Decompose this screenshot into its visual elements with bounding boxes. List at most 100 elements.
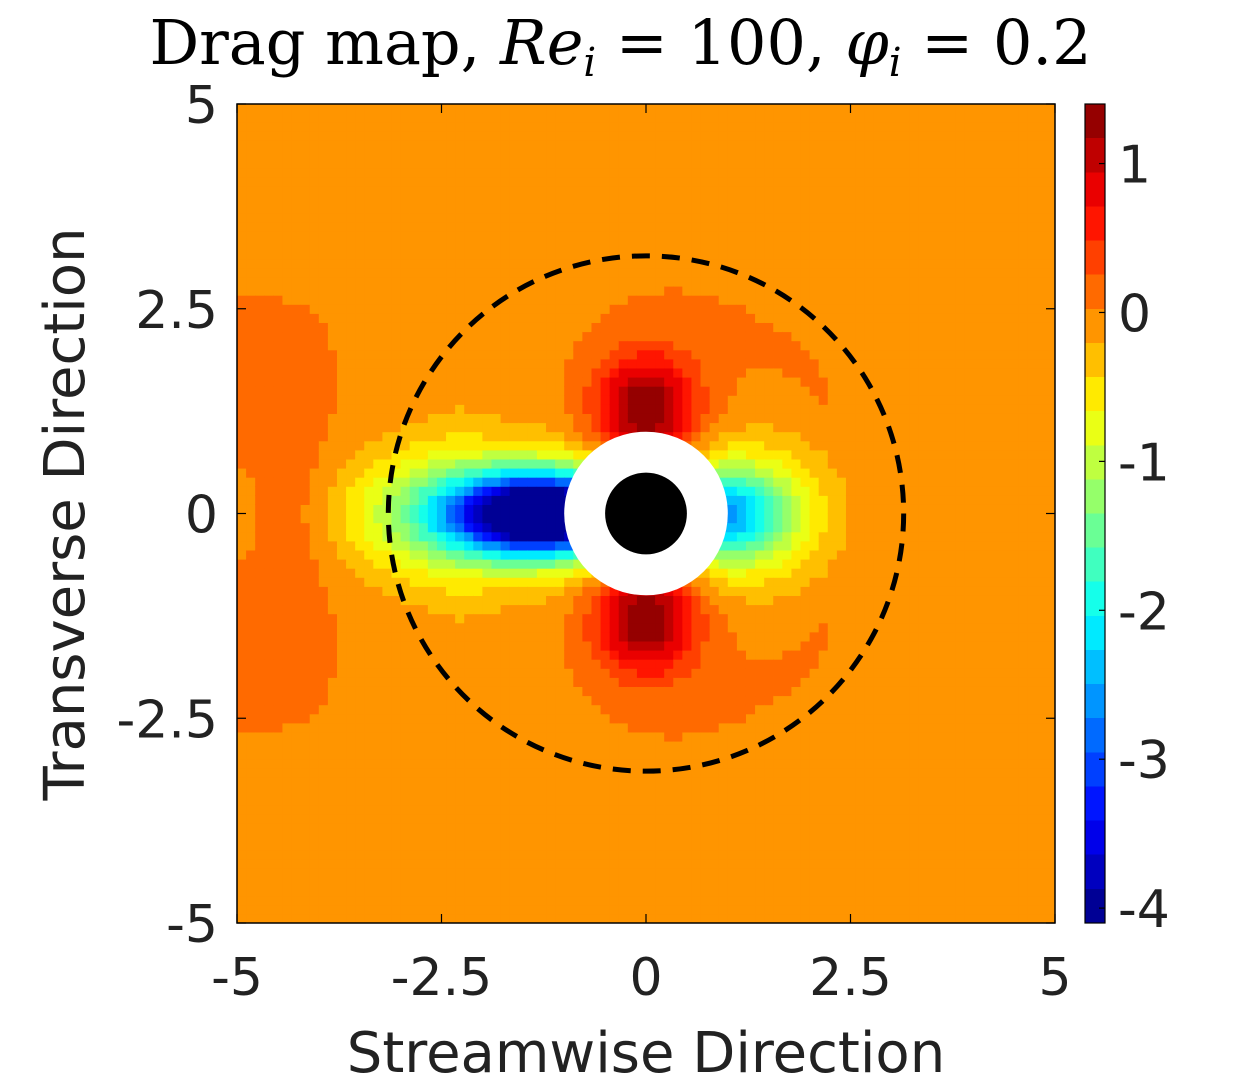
contour-cell xyxy=(318,604,329,615)
contour-cell xyxy=(527,504,538,515)
contour-cell xyxy=(500,750,511,760)
contour-cell xyxy=(373,413,384,424)
contour-cell xyxy=(491,468,502,478)
contour-cell xyxy=(246,868,256,879)
contour-cell xyxy=(564,131,574,141)
contour-cell xyxy=(446,877,456,888)
contour-cell xyxy=(464,140,474,151)
contour-cell xyxy=(700,786,711,797)
contour-cell xyxy=(327,413,338,424)
contour-cell xyxy=(691,586,702,596)
contour-cell xyxy=(627,195,638,205)
contour-cell xyxy=(237,559,247,569)
contour-cell xyxy=(327,832,338,842)
contour-cell xyxy=(491,477,502,487)
contour-cell xyxy=(491,331,502,342)
contour-cell xyxy=(691,386,702,396)
contour-cell xyxy=(582,741,593,751)
contour-cell xyxy=(282,850,293,860)
contour-cell xyxy=(664,768,674,778)
contour-cell xyxy=(418,258,429,269)
contour-cell xyxy=(673,722,683,733)
contour-cell xyxy=(282,176,293,187)
contour-cell xyxy=(582,868,593,879)
contour-cell xyxy=(646,358,656,369)
contour-cell xyxy=(500,131,511,141)
contour-cell xyxy=(582,722,593,733)
contour-cell xyxy=(691,231,702,242)
contour-cell xyxy=(582,313,593,323)
contour-cell xyxy=(373,750,384,760)
contour-cell xyxy=(555,422,565,433)
contour-cell xyxy=(591,340,602,351)
contour-cell xyxy=(446,768,456,778)
title-phi-symbol: φ xyxy=(845,6,889,79)
contour-cell xyxy=(527,176,538,187)
contour-cell xyxy=(273,258,284,269)
contour-cell xyxy=(373,531,384,542)
contour-cell xyxy=(255,458,265,469)
contour-cell xyxy=(546,886,556,897)
contour-cell xyxy=(237,786,247,797)
contour-cell xyxy=(536,149,547,160)
contour-cell xyxy=(546,167,556,178)
contour-cell xyxy=(564,722,574,733)
contour-cell xyxy=(600,386,611,396)
contour-cell xyxy=(464,768,474,778)
contour-cell xyxy=(355,122,365,132)
contour-cell xyxy=(509,158,520,169)
contour-cell xyxy=(346,477,356,487)
contour-cell xyxy=(237,832,247,842)
contour-cell xyxy=(718,668,729,678)
contour-cell xyxy=(509,613,520,624)
contour-cell xyxy=(627,786,638,797)
contour-cell xyxy=(255,513,265,524)
contour-cell xyxy=(618,877,629,888)
contour-cell xyxy=(237,841,247,851)
contour-cell xyxy=(455,413,465,424)
contour-cell xyxy=(736,868,747,879)
contour-cell xyxy=(600,276,611,287)
contour-cell xyxy=(364,449,374,460)
contour-cell xyxy=(246,786,256,797)
contour-cell xyxy=(636,768,647,778)
contour-cell xyxy=(600,331,611,342)
contour-cell xyxy=(582,140,593,151)
contour-cell xyxy=(436,440,447,451)
contour-cell xyxy=(709,868,720,879)
contour-cell xyxy=(382,650,393,660)
contour-cell xyxy=(691,741,702,751)
contour-cell xyxy=(246,404,256,414)
contour-cell xyxy=(282,313,293,323)
contour-cell xyxy=(237,577,247,587)
contour-cell xyxy=(336,204,347,214)
contour-cell xyxy=(491,631,502,642)
contour-cell xyxy=(500,322,511,333)
contour-cell xyxy=(255,367,265,378)
contour-cell xyxy=(518,185,529,196)
contour-cell xyxy=(455,577,465,587)
contour-cell xyxy=(264,367,274,378)
contour-cell xyxy=(655,276,665,287)
contour-cell xyxy=(264,832,274,842)
contour-cell xyxy=(400,513,411,524)
contour-cell xyxy=(309,704,320,715)
contour-cell xyxy=(336,531,347,542)
contour-cell xyxy=(382,367,393,378)
contour-cell xyxy=(446,185,456,196)
contour-cell xyxy=(618,622,629,633)
contour-cell xyxy=(436,568,447,578)
contour-cell xyxy=(246,841,256,851)
contour-cell xyxy=(282,213,293,223)
contour-cell xyxy=(509,422,520,433)
contour-cell xyxy=(673,140,683,151)
contour-cell xyxy=(691,822,702,833)
contour-cell xyxy=(564,841,574,851)
contour-cell xyxy=(391,504,402,515)
contour-cell xyxy=(473,349,483,360)
contour-cell xyxy=(500,213,511,223)
contour-cell xyxy=(382,486,393,496)
contour-cell xyxy=(391,404,402,414)
contour-cell xyxy=(727,804,738,815)
contour-cell xyxy=(455,559,465,569)
